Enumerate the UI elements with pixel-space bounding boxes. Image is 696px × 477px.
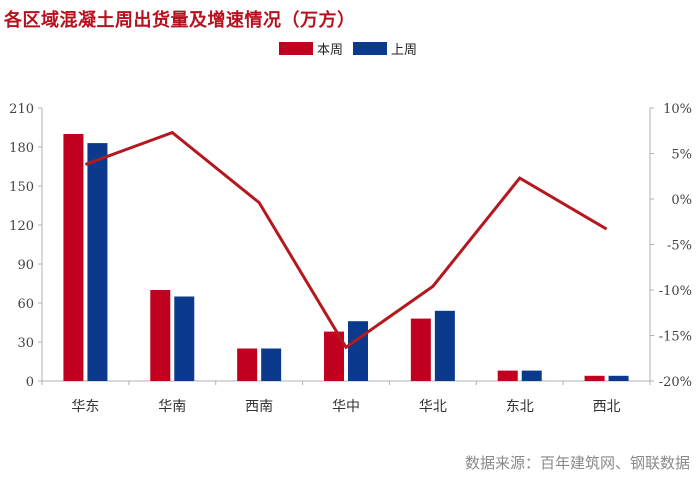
y2-tick-label: 0% (671, 193, 692, 208)
y2-tick-label: -10% (659, 284, 692, 299)
legend-label-current: 本周 (317, 43, 344, 58)
legend-swatch-previous (353, 42, 388, 55)
x-tick-label: 西北 (593, 399, 621, 415)
y2-tick-label: -15% (659, 330, 692, 345)
growth-line (84, 130, 608, 350)
y-tick-label: 210 (9, 102, 34, 117)
bar-previous (87, 143, 108, 381)
legend: 本周 上周 (279, 39, 417, 58)
x-tick-label: 华南 (158, 399, 186, 415)
y-tick-label: 150 (9, 180, 34, 195)
bar-previous (174, 296, 195, 381)
bar-previous (348, 321, 368, 381)
x-tick-label: 华中 (332, 399, 360, 415)
x-tick-label: 华东 (71, 399, 99, 415)
y-tick-label: 60 (17, 297, 34, 312)
x-tick-label: 华北 (419, 399, 447, 415)
x-tick-label: 西南 (245, 399, 273, 415)
y-tick-label: 180 (9, 141, 34, 156)
y2-tick-label: -5% (667, 239, 692, 254)
bar-previous (261, 348, 282, 381)
y2-tick-label: 10% (663, 102, 692, 117)
y2-tick-label: 5% (671, 148, 692, 163)
bar-current (497, 370, 518, 381)
y-tick-label: 30 (17, 336, 34, 351)
legend-item-previous: 上周 (353, 39, 417, 58)
bar-current (237, 348, 258, 381)
y-tick-label: 90 (17, 258, 34, 273)
y-tick-label: 0 (26, 375, 34, 390)
source-note: 数据来源：百年建筑网、钢联数据 (464, 454, 690, 472)
bar-previous (434, 310, 455, 381)
y-tick-label: 120 (9, 219, 34, 234)
legend-swatch-current (279, 42, 313, 55)
legend-label-previous: 上周 (391, 43, 418, 58)
bar-previous (608, 375, 629, 381)
y2-tick-label: -20% (659, 375, 692, 390)
bar-current (63, 134, 84, 381)
x-tick-label: 东北 (506, 399, 534, 415)
legend-item-current: 本周 (279, 39, 343, 58)
bar-current (410, 318, 431, 381)
bar-current (324, 331, 344, 381)
bar-previous (521, 370, 542, 381)
bar-current (584, 375, 605, 381)
bar-current (150, 290, 171, 381)
chart-title: 各区域混凝土周出货量及增速情况（万方） (4, 10, 356, 31)
